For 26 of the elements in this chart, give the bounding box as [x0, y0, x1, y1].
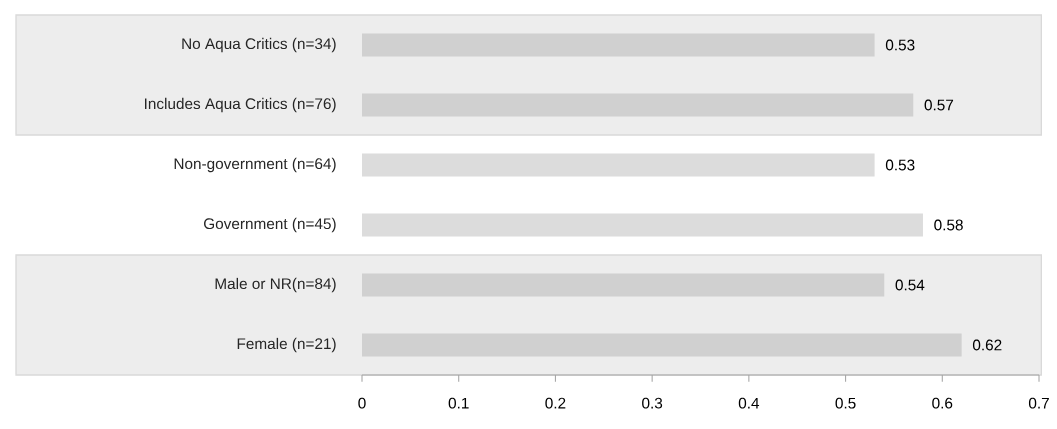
- y-tick-label: Non-government (n=64): [174, 157, 336, 173]
- bar: [362, 273, 885, 297]
- bar: [362, 213, 923, 237]
- x-tick-label: 0.7: [1028, 397, 1049, 409]
- x-tick-label: 0.6: [932, 397, 953, 409]
- data-label: 0.62: [972, 339, 1002, 351]
- x-tick-label: 0.3: [642, 397, 663, 409]
- x-tick-label: 0.1: [448, 397, 469, 409]
- data-label: 0.53: [885, 159, 915, 171]
- data-label: 0.57: [924, 99, 954, 111]
- bar: [362, 153, 875, 177]
- y-tick-label: Government (n=45): [204, 217, 336, 233]
- data-label: 0.54: [895, 279, 925, 291]
- x-tick-label: 0.2: [545, 397, 566, 409]
- data-label: 0.58: [934, 219, 963, 231]
- y-tick-label: Includes Aqua Critics (n=76): [145, 97, 336, 113]
- bar: [362, 333, 962, 357]
- bar: [362, 33, 875, 57]
- data-label: 0.53: [885, 39, 915, 51]
- y-tick-label: Male or NR(n=84): [215, 277, 336, 293]
- x-tick-label: 0.5: [835, 397, 856, 409]
- y-tick-label: No Aqua Critics (n=34): [182, 37, 336, 53]
- x-tick-label: 0: [358, 397, 366, 409]
- y-tick-label: Female (n=21): [237, 337, 336, 353]
- bar: [362, 93, 914, 117]
- x-tick-label: 0.4: [738, 397, 760, 409]
